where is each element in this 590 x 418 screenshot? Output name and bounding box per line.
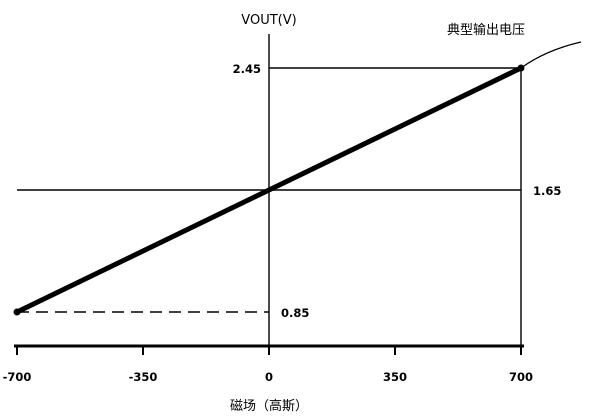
ticks: -700 -350 0 350 700 2.45 1.65 0.85 [3, 62, 562, 384]
series-annotation: 典型输出电压 [447, 22, 525, 38]
x-tick-label: -700 [3, 370, 32, 384]
x-tick-label: 700 [509, 370, 533, 384]
series [13, 41, 582, 316]
annotation-leader [520, 41, 582, 69]
y-axis-title: VOUT(V) [241, 13, 296, 28]
y-tick-label: 2.45 [233, 62, 261, 76]
series-line [15, 65, 523, 315]
x-axis-title: 磁场（高斯） [230, 398, 308, 414]
data-point [13, 308, 21, 316]
x-tick-label: -350 [129, 370, 158, 384]
y-tick-label: 1.65 [533, 184, 561, 198]
labels: VOUT(V) 磁场（高斯） 典型输出电压 [230, 13, 525, 414]
x-tick-label: 0 [265, 370, 273, 384]
y-tick-label: 0.85 [281, 306, 309, 320]
x-tick-label: 350 [383, 370, 407, 384]
reference-lines [17, 67, 522, 346]
